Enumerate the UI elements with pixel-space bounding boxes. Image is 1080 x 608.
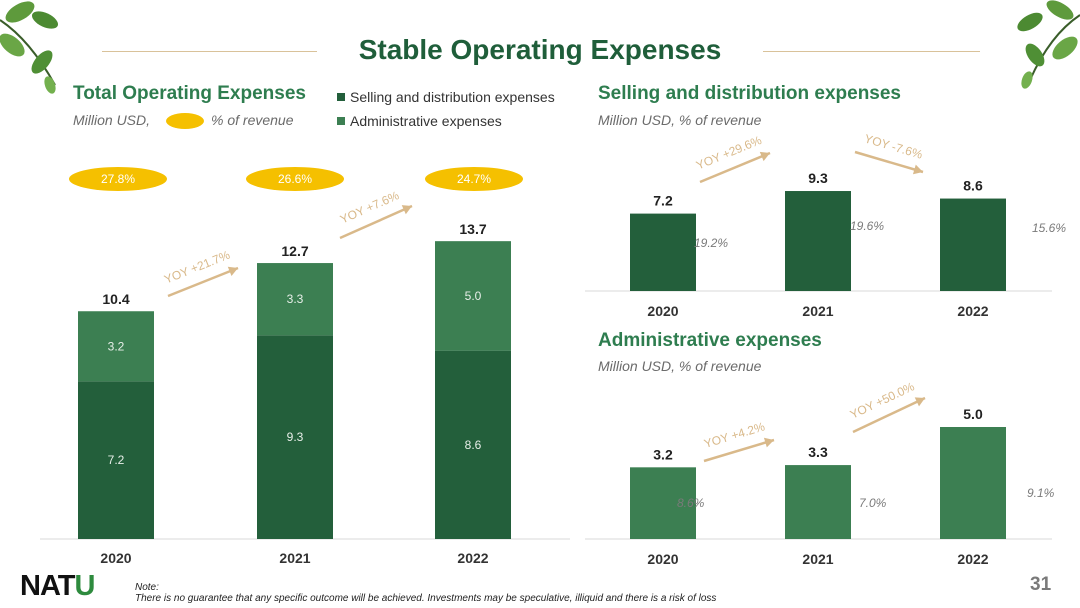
tick-label-2022: 2022 [957, 551, 988, 567]
legend-admin: Administrative expenses [337, 113, 502, 129]
tick-label-2022: 2022 [457, 550, 488, 566]
label-selling-2022: 8.6 [465, 438, 482, 452]
selling-chart: 7.2 19.2% 2020 9.3 19.6% 2021 8.6 15.6% 2022 YOY … [585, 131, 1066, 319]
legend-selling-label: Selling and distribution expenses [350, 89, 555, 105]
pct-label-2020: 8.6% [677, 496, 705, 510]
pct-label-2020: 19.2% [694, 236, 728, 250]
yoy-arrow-2021-head-icon [759, 151, 770, 162]
tick-label-2022: 2022 [957, 303, 988, 319]
leaf-decoration-right-icon [1017, 0, 1080, 89]
legend-swatch-light [337, 117, 345, 125]
total-label-2020: 10.4 [102, 291, 129, 307]
tick-label-2020: 2020 [647, 303, 678, 319]
bar-admin-2020 [78, 311, 154, 382]
value-label-2021: 9.3 [808, 170, 828, 186]
pct-revenue-oval-icon [166, 113, 204, 129]
total-opex-subtitle-pct: % of revenue [211, 112, 294, 128]
title-rule-right [763, 51, 980, 52]
leaf-decoration-left-icon [0, 1, 59, 94]
title-rule-left [102, 51, 317, 52]
tick-label-2020: 2020 [100, 550, 131, 566]
tick-label-2021: 2021 [802, 303, 833, 319]
yoy-arrow-2021-head-icon [763, 437, 774, 448]
legend-swatch-dark [337, 93, 345, 101]
tick-label-2021: 2021 [279, 550, 310, 566]
value-label-2021: 3.3 [808, 444, 828, 460]
yoy-arrow-2021-line [703, 438, 775, 463]
legend-admin-label: Administrative expenses [350, 113, 502, 129]
yoy-arrow-2021-line [167, 266, 239, 298]
pct-oval-2021: 26.6% [246, 167, 344, 191]
yoy-arrow-2022-line [854, 150, 924, 174]
yoy-arrow-2022-head-icon [401, 205, 412, 215]
bar-selling-2020 [78, 381, 154, 539]
bar-admin-2021 [785, 465, 851, 539]
yoy-arrow-2022-head-icon [912, 164, 923, 175]
pct-label-2021: 7.0% [859, 496, 887, 510]
pct-oval-2020: 27.8% [69, 167, 167, 191]
yoy-arrow-2021-label: YOY +29.6% [694, 133, 764, 173]
yoy-arrow-2021-head-icon [227, 266, 238, 276]
total-opex-title: Total Operating Expenses [73, 83, 306, 104]
natu-logo: NATU [20, 570, 95, 603]
yoy-arrow-2021-line [699, 151, 771, 184]
bar-selling-2021 [257, 335, 333, 539]
label-selling-2021: 9.3 [287, 430, 304, 444]
label-admin-2020: 3.2 [108, 339, 125, 353]
total-opex-subtitle-unit: Million USD, [73, 112, 151, 128]
bar-selling-2021 [785, 191, 851, 291]
yoy-arrow-2022-label: YOY +50.0% [848, 379, 917, 421]
total-label-2022: 13.7 [459, 221, 486, 237]
page-number: 31 [1030, 574, 1052, 595]
selling-title: Selling and distribution expenses [598, 83, 901, 104]
admin-subtitle: Million USD, % of revenue [598, 358, 762, 374]
label-admin-2021: 3.3 [287, 292, 304, 306]
bar-admin-2022 [435, 241, 511, 351]
bar-selling-2020 [630, 213, 696, 291]
bar-selling-2022 [435, 350, 511, 539]
value-label-2022: 5.0 [963, 406, 983, 422]
footer-note-label: Note: [135, 582, 159, 593]
admin-title: Administrative expenses [598, 330, 822, 351]
bar-admin-2020 [630, 467, 696, 539]
bar-admin-2022 [940, 427, 1006, 539]
footer-note: Note: There is no guarantee that any spe… [135, 582, 716, 604]
pct-label-2021: 19.6% [850, 219, 884, 233]
yoy-arrow-2022-line [339, 204, 413, 240]
yoy-arrow-2022-label: YOY +7.6% [338, 188, 401, 226]
value-label-2020: 7.2 [653, 193, 673, 209]
tick-label-2021: 2021 [802, 551, 833, 567]
page-title: Stable Operating Expenses [358, 34, 722, 65]
bar-selling-2022 [940, 198, 1006, 291]
pct-label-2022: 15.6% [1032, 221, 1066, 235]
value-label-2022: 8.6 [963, 178, 983, 194]
logo-text-main: NAT [20, 570, 75, 602]
legend-selling: Selling and distribution expenses [337, 89, 555, 105]
total-label-2021: 12.7 [281, 243, 308, 259]
pct-label-2022: 9.1% [1027, 486, 1055, 500]
footer-note-text: There is no guarantee that any specific … [135, 593, 717, 604]
label-selling-2020: 7.2 [108, 453, 125, 467]
bar-admin-2021 [257, 263, 333, 336]
yoy-arrow-2021-label: YOY +21.7% [162, 248, 232, 287]
pct-oval-2022: 24.7% [425, 167, 523, 191]
selling-subtitle: Million USD, % of revenue [598, 112, 762, 128]
total-opex-chart: 7.2 3.2 10.4 2020 9.3 3.3 12.7 2021 8.6 5.0 13.7 20… [40, 188, 570, 566]
label-admin-2022: 5.0 [465, 289, 482, 303]
value-label-2020: 3.2 [653, 446, 673, 462]
logo-text-accent: U [74, 570, 95, 602]
yoy-arrow-2022-head-icon [914, 397, 925, 407]
tick-label-2020: 2020 [647, 551, 678, 567]
yoy-arrow-2022-line [852, 396, 926, 434]
